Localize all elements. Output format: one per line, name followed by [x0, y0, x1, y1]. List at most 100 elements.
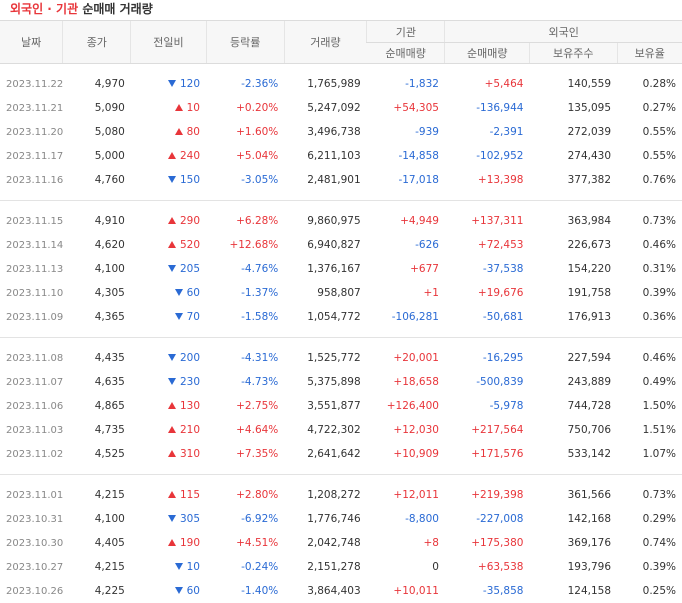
holdings-cell: 744,728: [529, 394, 617, 418]
foreign-net-cell: +72,453: [445, 233, 529, 257]
header-rate: 등락률: [206, 21, 284, 64]
institution-net-cell: +1: [367, 281, 445, 305]
change-cell: 80: [131, 120, 206, 144]
triangle-up-icon: [168, 450, 176, 457]
holding-ratio-cell: 0.73%: [617, 209, 682, 233]
title-investor-types: 외국인 · 기관: [10, 2, 78, 16]
change-rate-cell: -1.58%: [206, 305, 284, 329]
holdings-cell: 243,889: [529, 370, 617, 394]
date-cell: 2023.11.22: [0, 72, 63, 96]
holdings-cell: 191,758: [529, 281, 617, 305]
holdings-cell: 272,039: [529, 120, 617, 144]
volume-cell: 1,525,772: [284, 346, 366, 370]
close-price-cell: 4,910: [63, 209, 131, 233]
holding-ratio-cell: 1.07%: [617, 442, 682, 466]
institution-net-cell: -106,281: [367, 305, 445, 329]
foreign-net-cell: -16,295: [445, 346, 529, 370]
holdings-cell: 193,796: [529, 555, 617, 579]
change-cell: 520: [131, 233, 206, 257]
holding-ratio-cell: 0.39%: [617, 281, 682, 305]
holding-ratio-cell: 0.55%: [617, 144, 682, 168]
change-cell: 305: [131, 507, 206, 531]
institution-net-cell: -626: [367, 233, 445, 257]
date-cell: 2023.11.06: [0, 394, 63, 418]
institution-net-cell: +12,011: [367, 483, 445, 507]
institution-net-cell: +10,909: [367, 442, 445, 466]
volume-cell: 958,807: [284, 281, 366, 305]
holdings-cell: 154,220: [529, 257, 617, 281]
volume-cell: 2,641,642: [284, 442, 366, 466]
holding-ratio-cell: 0.73%: [617, 483, 682, 507]
change-rate-cell: +4.64%: [206, 418, 284, 442]
volume-cell: 2,042,748: [284, 531, 366, 555]
change-cell: 130: [131, 394, 206, 418]
foreign-net-cell: -102,952: [445, 144, 529, 168]
foreign-net-cell: +137,311: [445, 209, 529, 233]
holdings-cell: 226,673: [529, 233, 617, 257]
date-cell: 2023.11.17: [0, 144, 63, 168]
date-cell: 2023.10.30: [0, 531, 63, 555]
foreign-net-cell: -500,839: [445, 370, 529, 394]
institution-net-cell: 0: [367, 555, 445, 579]
triangle-down-icon: [168, 515, 176, 522]
holdings-cell: 135,095: [529, 96, 617, 120]
volume-cell: 1,765,989: [284, 72, 366, 96]
date-cell: 2023.11.13: [0, 257, 63, 281]
close-price-cell: 4,215: [63, 555, 131, 579]
header-holdings: 보유주수: [529, 43, 617, 64]
institution-net-cell: -939: [367, 120, 445, 144]
triangle-down-icon: [168, 265, 176, 272]
triangle-up-icon: [168, 426, 176, 433]
foreign-net-cell: -35,858: [445, 579, 529, 603]
triangle-down-icon: [168, 354, 176, 361]
foreign-net-cell: +175,380: [445, 531, 529, 555]
holding-ratio-cell: 0.28%: [617, 72, 682, 96]
triangle-up-icon: [175, 104, 183, 111]
change-cell: 115: [131, 483, 206, 507]
close-price-cell: 4,225: [63, 579, 131, 603]
header-inst-net: 순매매량: [367, 43, 445, 64]
date-cell: 2023.11.16: [0, 168, 63, 192]
volume-cell: 5,247,092: [284, 96, 366, 120]
holding-ratio-cell: 0.46%: [617, 346, 682, 370]
holdings-cell: 142,168: [529, 507, 617, 531]
institution-net-cell: +677: [367, 257, 445, 281]
holding-ratio-cell: 0.46%: [617, 233, 682, 257]
holding-ratio-cell: 0.76%: [617, 168, 682, 192]
foreign-net-cell: -50,681: [445, 305, 529, 329]
volume-cell: 3,496,738: [284, 120, 366, 144]
triangle-down-icon: [175, 313, 183, 320]
date-cell: 2023.11.03: [0, 418, 63, 442]
header-foreign-net: 순매매량: [445, 43, 529, 64]
header-institution: 기관: [367, 21, 445, 43]
close-price-cell: 4,215: [63, 483, 131, 507]
change-rate-cell: +6.28%: [206, 209, 284, 233]
change-rate-cell: +5.04%: [206, 144, 284, 168]
date-cell: 2023.11.07: [0, 370, 63, 394]
change-cell: 120: [131, 72, 206, 96]
holding-ratio-cell: 0.55%: [617, 120, 682, 144]
volume-cell: 5,375,898: [284, 370, 366, 394]
institution-net-cell: -17,018: [367, 168, 445, 192]
close-price-cell: 4,365: [63, 305, 131, 329]
title-net-trading: 순매매 거래량: [82, 2, 152, 16]
volume-cell: 1,208,272: [284, 483, 366, 507]
volume-cell: 3,551,877: [284, 394, 366, 418]
volume-cell: 4,722,302: [284, 418, 366, 442]
holdings-cell: 176,913: [529, 305, 617, 329]
volume-cell: 2,481,901: [284, 168, 366, 192]
holding-ratio-cell: 0.36%: [617, 305, 682, 329]
header-volume: 거래량: [284, 21, 366, 64]
change-rate-cell: +12.68%: [206, 233, 284, 257]
change-rate-cell: +4.51%: [206, 531, 284, 555]
change-rate-cell: +2.75%: [206, 394, 284, 418]
foreign-net-cell: +63,538: [445, 555, 529, 579]
institution-net-cell: -14,858: [367, 144, 445, 168]
close-price-cell: 4,865: [63, 394, 131, 418]
institution-net-cell: +54,305: [367, 96, 445, 120]
close-price-cell: 4,735: [63, 418, 131, 442]
